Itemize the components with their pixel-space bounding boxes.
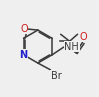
Text: NH: NH <box>64 42 79 52</box>
Text: N: N <box>20 50 28 60</box>
Text: Br: Br <box>51 71 62 81</box>
Text: O: O <box>80 32 88 42</box>
Text: O: O <box>20 24 28 34</box>
